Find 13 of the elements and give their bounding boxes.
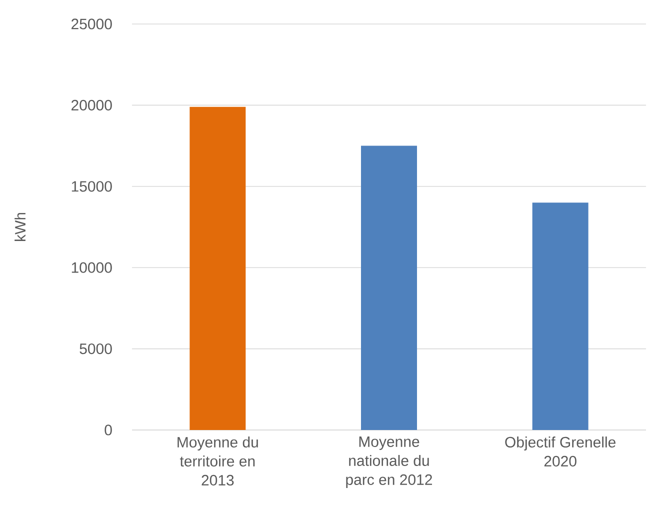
- y-tick-label: 20000: [72, 100, 112, 110]
- bar: [361, 146, 417, 430]
- x-tick-label: Objectif Grenelle 2020: [505, 436, 616, 467]
- y-tick-label: 25000: [72, 18, 112, 30]
- bar: [190, 106, 246, 430]
- y-tick-label: 15000: [72, 181, 112, 192]
- y-tick-label: 10000: [72, 262, 112, 273]
- y-tick-label: 5000: [80, 343, 112, 354]
- y-axis-title: kWh: [14, 212, 26, 241]
- y-tick-label: 0: [104, 424, 112, 436]
- x-tick-label: Moyenne du territoire en 2013: [178, 436, 258, 486]
- bar: [532, 202, 588, 430]
- x-tick-label: Moyenne nationale du parc en 2012: [346, 436, 432, 488]
